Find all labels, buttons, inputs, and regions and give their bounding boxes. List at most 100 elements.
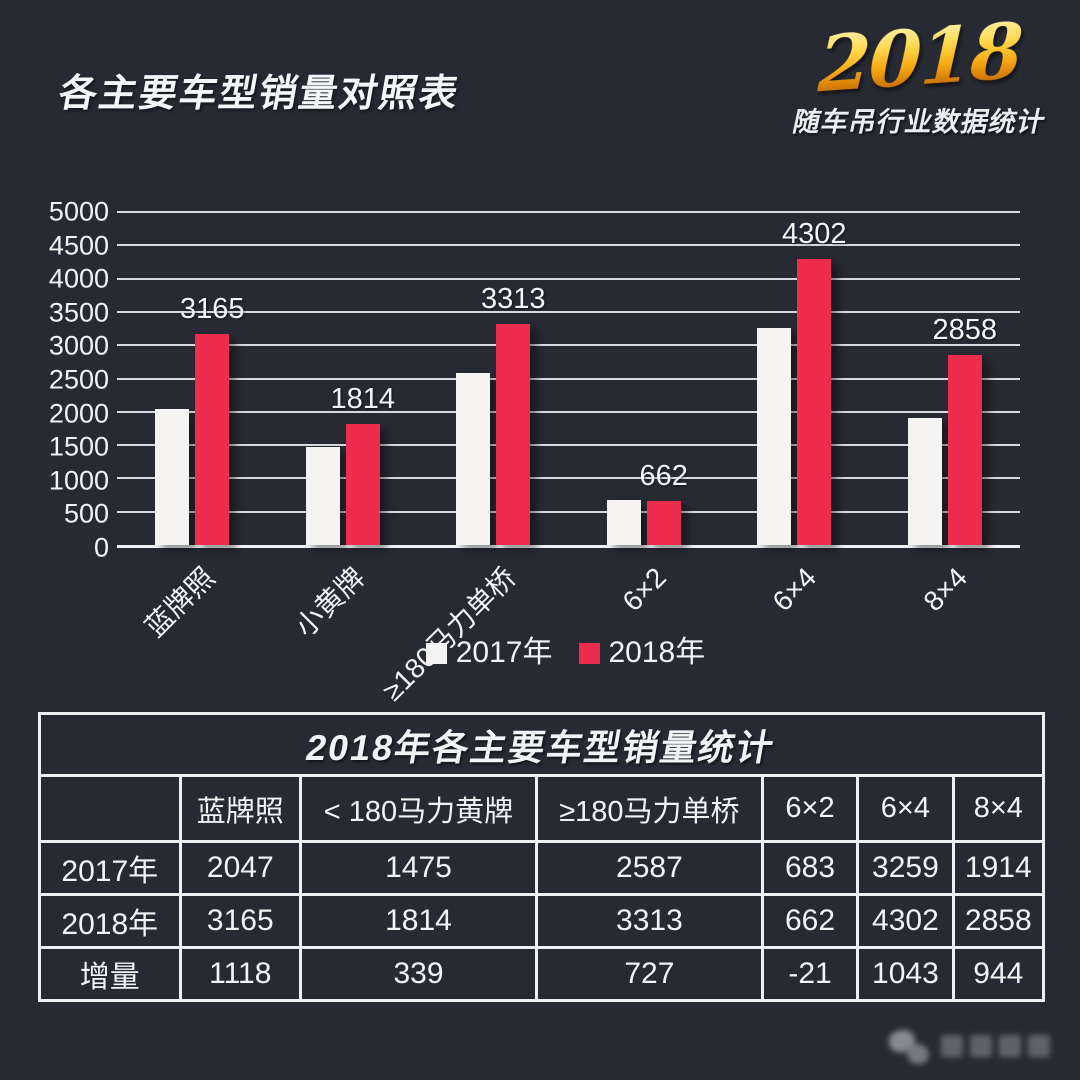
plot-area: 3165 蓝牌照 1814 小黄牌 3313 ≥180马力单桥 662 6×2 4302 6×4 2… bbox=[117, 211, 1020, 707]
table-cell: 2858 bbox=[951, 893, 1046, 949]
table-cell: 662 bbox=[760, 893, 860, 949]
legend-label: 2018年 bbox=[608, 636, 706, 669]
legend-item-2018年: 2018年 bbox=[578, 636, 706, 669]
table-cell: 3165 bbox=[178, 893, 303, 949]
logo-subtitle: 随车吊行业数据统计 bbox=[790, 107, 1049, 137]
bar-group: 2858 8×4 bbox=[907, 212, 997, 617]
bar-value-label: 3165 bbox=[179, 293, 245, 326]
table-cell: 3313 bbox=[534, 893, 764, 949]
y-tick-label: 5000 bbox=[48, 196, 109, 227]
gridline bbox=[117, 410, 1020, 413]
logo: 2018 随车吊行业数据统计 bbox=[770, 6, 1070, 139]
category-label: 蓝牌照 bbox=[138, 561, 221, 643]
sales-table: 2018年各主要车型销量统计 蓝牌照 < 180马力黄牌 ≥180马力单桥 6×2 6×4… bbox=[38, 712, 1046, 1002]
y-tick-label: 4500 bbox=[48, 230, 109, 261]
column-header: < 180马力黄牌 bbox=[299, 774, 538, 843]
gridline bbox=[117, 510, 1020, 513]
bar-2017年 bbox=[606, 499, 641, 545]
table-cell: 4302 bbox=[856, 893, 955, 949]
category-label: ≥180马力单桥 bbox=[376, 561, 522, 707]
bar-group: 3313 ≥180马力单桥 bbox=[376, 212, 545, 707]
table-cell: 727 bbox=[534, 946, 764, 1002]
bar-chart: 5000 4500 4000 3500 3000 2500 2000 1500 1000 500 0… bbox=[49, 198, 1020, 707]
bar-2017年 bbox=[456, 372, 491, 545]
bar-2018年 bbox=[646, 500, 681, 545]
row-label: 2018年 bbox=[38, 893, 182, 949]
legend-swatch bbox=[425, 642, 447, 664]
table-cell: 2587 bbox=[534, 840, 764, 896]
page-title: 各主要车型销量对照表 bbox=[55, 73, 463, 115]
legend-label: 2017年 bbox=[455, 636, 553, 669]
legend-swatch bbox=[578, 642, 600, 664]
watermark-text bbox=[941, 1035, 1050, 1057]
table-cell: 1118 bbox=[178, 946, 303, 1002]
y-tick-label: 1000 bbox=[48, 465, 109, 496]
column-header: ≥180马力单桥 bbox=[534, 774, 764, 843]
plot-wrap: 5000 4500 4000 3500 3000 2500 2000 1500 1000 500 0… bbox=[49, 198, 1020, 707]
bar-2017年 bbox=[155, 408, 190, 545]
gridline bbox=[117, 244, 1020, 247]
bar-group: 1814 小黄牌 bbox=[289, 212, 395, 643]
gridline bbox=[117, 211, 1020, 213]
table-cell: 683 bbox=[760, 840, 860, 896]
bar-2017年 bbox=[907, 417, 942, 545]
column-header: 蓝牌照 bbox=[178, 774, 303, 843]
gridline bbox=[117, 377, 1020, 380]
y-tick-label: 1500 bbox=[48, 431, 109, 462]
bar-value-label: 3313 bbox=[480, 283, 546, 316]
bar-2017年 bbox=[305, 446, 340, 545]
bar-groups: 3165 蓝牌照 1814 小黄牌 3313 ≥180马力单桥 662 6×2 4302 6×4 2… bbox=[117, 212, 1020, 707]
gridline bbox=[117, 444, 1020, 447]
column-header: 6×2 bbox=[760, 774, 860, 843]
row-label: 2017年 bbox=[38, 840, 182, 896]
y-tick-label: 0 bbox=[93, 532, 109, 563]
gridline bbox=[117, 344, 1020, 347]
y-tick-label: 3500 bbox=[48, 297, 109, 328]
bar-value-label: 1814 bbox=[330, 383, 396, 416]
bar-2018年 bbox=[496, 324, 531, 545]
y-tick-label: 3000 bbox=[48, 330, 109, 361]
table-cell: 2047 bbox=[178, 840, 303, 896]
table-title-cell: 2018年各主要车型销量统计 bbox=[38, 712, 1045, 777]
table-cell: 1475 bbox=[299, 840, 538, 896]
logo-2018-text: 2018 bbox=[816, 5, 1024, 110]
y-tick-label: 500 bbox=[63, 498, 109, 529]
row-label: 增量 bbox=[38, 946, 182, 1002]
table-title: 2018年各主要车型销量统计 bbox=[303, 726, 779, 768]
category-label: 6×4 bbox=[766, 561, 823, 618]
bar-2017年 bbox=[757, 327, 792, 545]
table-row: 2018年 3165 1814 3313 662 4302 2858 bbox=[38, 893, 1046, 949]
table-title-row: 2018年各主要车型销量统计 bbox=[38, 712, 1045, 777]
category-label: 8×4 bbox=[917, 561, 973, 618]
bar-value-label: 4302 bbox=[781, 217, 847, 250]
table-cell: 944 bbox=[951, 946, 1046, 1002]
gridline bbox=[117, 477, 1020, 480]
y-tick-label: 2500 bbox=[48, 364, 109, 395]
gridline bbox=[117, 310, 1020, 313]
bar-group: 4302 6×4 bbox=[757, 212, 847, 617]
table-cell: 3259 bbox=[856, 840, 955, 896]
column-header bbox=[38, 774, 182, 843]
watermark-icon bbox=[886, 1026, 932, 1067]
bar-2018年 bbox=[345, 424, 380, 545]
category-label: 小黄牌 bbox=[289, 561, 371, 643]
gridline bbox=[117, 277, 1020, 280]
column-header: 8×4 bbox=[951, 774, 1046, 843]
watermark-logo bbox=[886, 1026, 1050, 1067]
table-cell: 1043 bbox=[856, 946, 955, 1002]
bar-2018年 bbox=[947, 354, 982, 545]
legend: 2017年 2018年 bbox=[55, 638, 1020, 668]
table-cell: -21 bbox=[760, 946, 860, 1002]
bar-group: 662 6×2 bbox=[606, 212, 688, 617]
column-header: 6×4 bbox=[856, 774, 955, 843]
category-label: 6×2 bbox=[616, 561, 672, 618]
table-cell: 339 bbox=[299, 946, 538, 1002]
table-header-row: 蓝牌照 < 180马力黄牌 ≥180马力单桥 6×2 6×4 8×4 bbox=[38, 774, 1046, 843]
y-tick-label: 2000 bbox=[48, 398, 109, 429]
bar-group: 3165 蓝牌照 bbox=[139, 212, 245, 643]
table-row: 增量 1118 339 727 -21 1043 944 bbox=[38, 946, 1046, 1002]
table-cell: 1814 bbox=[299, 893, 538, 949]
table-cell: 1914 bbox=[951, 840, 1046, 896]
y-tick-label: 4000 bbox=[48, 263, 109, 294]
